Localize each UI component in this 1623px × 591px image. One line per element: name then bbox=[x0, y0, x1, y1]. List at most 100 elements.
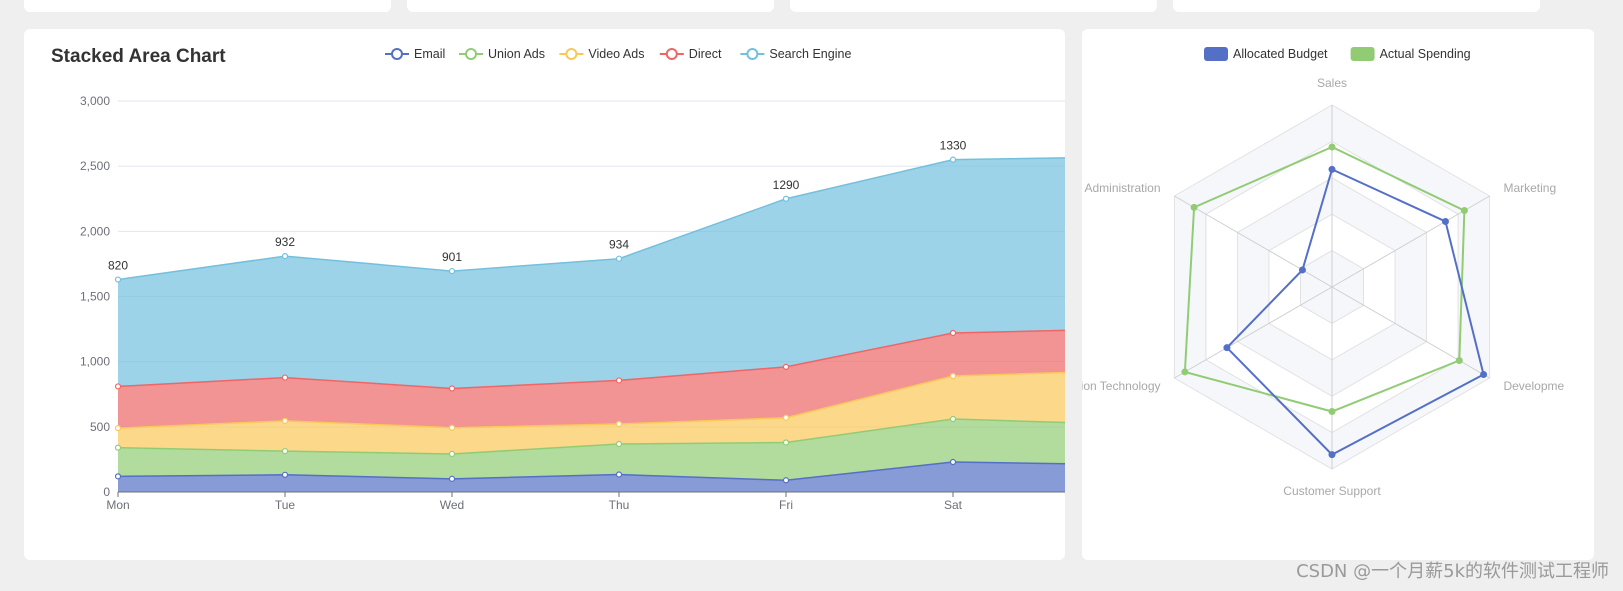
y-tick-label: 2,000 bbox=[80, 224, 110, 238]
point-direct bbox=[949, 329, 957, 337]
radar-point-actual-spending bbox=[1328, 143, 1336, 151]
radar-chart-card: Sales Marketing Developme Customer Support a… bbox=[1082, 29, 1594, 560]
legend-swatch bbox=[1350, 47, 1375, 61]
point-direct bbox=[281, 374, 289, 381]
radar-chart: Sales Marketing Developme Customer Support a… bbox=[1082, 47, 1564, 498]
legend-label: Direct bbox=[689, 47, 722, 61]
legend-swatch bbox=[1204, 47, 1228, 61]
x-tick-label: Sat bbox=[944, 498, 963, 512]
top-card-4 bbox=[1173, 0, 1540, 12]
x-tick-label: Tue bbox=[275, 498, 296, 512]
legend-label: Video Ads bbox=[588, 47, 644, 61]
top-card-2 bbox=[407, 0, 774, 12]
radar-indicator-label: ation Technology bbox=[1082, 379, 1161, 393]
radar-series-group bbox=[1181, 143, 1488, 459]
y-tick-label: 1,500 bbox=[80, 290, 110, 304]
legend-item-video-ads: Video Ads bbox=[559, 47, 644, 61]
point-video-ads bbox=[114, 425, 122, 432]
radar-indicator-label: Developme bbox=[1503, 379, 1564, 393]
radar-point-allocated-budget bbox=[1328, 165, 1336, 173]
x-tick-label: Thu bbox=[609, 498, 630, 512]
area-direct bbox=[118, 330, 1065, 429]
point-direct bbox=[615, 377, 623, 384]
area-union-ads bbox=[118, 419, 1065, 481]
point-email bbox=[782, 477, 790, 484]
chart-title: Stacked Area Chart bbox=[51, 46, 226, 67]
point-search-engine bbox=[949, 156, 957, 163]
legend-marker bbox=[665, 48, 678, 60]
axes: 0 500 1,000 1,500 2,000 2,500 3,000 Mon Tue Wed Th… bbox=[80, 94, 1065, 512]
area-video-ads bbox=[118, 372, 1065, 454]
stacked-area-chart: Stacked Area Chart 82093290193412901330 … bbox=[51, 46, 1065, 512]
radar-indicator-label: Customer Support bbox=[1283, 484, 1381, 498]
legend-marker bbox=[465, 48, 477, 60]
x-tick-label: Mon bbox=[106, 498, 129, 512]
point-email bbox=[615, 471, 623, 478]
point-email bbox=[281, 471, 289, 478]
radar-axis bbox=[1331, 286, 1490, 379]
legend-item-union-ads: Union Ads bbox=[459, 47, 545, 61]
point-video-ads bbox=[448, 424, 456, 431]
legend-item-actual-spending: Actual Spending bbox=[1350, 47, 1471, 61]
radar-point-actual-spending bbox=[1460, 207, 1468, 215]
legend-item-allocated-budget: Allocated Budget bbox=[1204, 47, 1328, 61]
point-email bbox=[949, 458, 957, 466]
radar-point-allocated-budget bbox=[1223, 344, 1231, 352]
point-search-engine bbox=[448, 267, 456, 275]
legend-label: Allocated Budget bbox=[1233, 47, 1328, 61]
watermark: CSDN @一个月薪5k的软件测试工程师 bbox=[1296, 561, 1609, 582]
point-union-ads bbox=[281, 447, 289, 455]
data-label: 934 bbox=[609, 238, 629, 252]
y-tick-label: 1,000 bbox=[80, 355, 110, 369]
top-card-3 bbox=[790, 0, 1157, 12]
legend-marker bbox=[565, 48, 578, 60]
point-email bbox=[448, 475, 456, 482]
area-search-engine bbox=[118, 157, 1065, 389]
radar-point-actual-spending bbox=[1190, 203, 1198, 211]
point-direct bbox=[448, 385, 456, 392]
legend-marker bbox=[746, 48, 759, 60]
radar-axis bbox=[1174, 195, 1333, 288]
legend-label: Actual Spending bbox=[1380, 47, 1471, 61]
point-video-ads bbox=[281, 417, 289, 424]
point-union-ads bbox=[448, 450, 456, 458]
point-video-ads bbox=[949, 372, 957, 380]
radar-point-allocated-budget bbox=[1480, 371, 1488, 378]
point-search-engine bbox=[114, 276, 122, 283]
radar-indicator-labels: Sales Marketing Developme Customer Support a… bbox=[1082, 76, 1564, 498]
radar-point-allocated-budget bbox=[1298, 266, 1306, 274]
legend-label: Search Engine bbox=[769, 47, 851, 61]
x-tick-label: Fri bbox=[779, 498, 793, 512]
radar-axis bbox=[1174, 286, 1333, 379]
y-tick-label: 2,500 bbox=[80, 159, 110, 173]
data-label: 820 bbox=[108, 259, 128, 273]
stacked-area-chart-card: Stacked Area Chart 820 932 901 934 1290 1330 … bbox=[24, 29, 1065, 560]
legend-label: Email bbox=[414, 47, 445, 61]
radar-indicator-label: Sales bbox=[1317, 76, 1347, 90]
radar-point-allocated-budget bbox=[1441, 217, 1449, 225]
point-union-ads bbox=[114, 444, 122, 451]
point-search-engine bbox=[782, 195, 790, 202]
x-tick-label: Wed bbox=[440, 498, 464, 512]
point-union-ads bbox=[615, 440, 623, 448]
area-email bbox=[118, 462, 1065, 492]
radar-point-actual-spending bbox=[1181, 368, 1189, 376]
top-card-1 bbox=[24, 0, 391, 12]
point-video-ads bbox=[615, 420, 623, 428]
point-union-ads bbox=[782, 439, 790, 446]
data-label: 1290 bbox=[773, 178, 800, 192]
point-union-ads bbox=[949, 415, 957, 423]
legend: Allocated Budget Actual Spending bbox=[1204, 47, 1471, 61]
radar-point-actual-spending bbox=[1328, 408, 1336, 416]
radar-indicator-label: Marketing bbox=[1503, 181, 1556, 195]
radar-indicator-label: Administration bbox=[1084, 181, 1160, 195]
legend-item-email: Email bbox=[385, 47, 445, 61]
point-direct bbox=[782, 363, 790, 370]
radar-point-allocated-budget bbox=[1328, 451, 1336, 459]
data-label: 1330 bbox=[940, 139, 967, 153]
legend: Email Union Ads Video Ads Direct Search Engi… bbox=[385, 47, 851, 61]
legend-item-direct: Direct bbox=[659, 47, 722, 61]
y-tick-label: 0 bbox=[103, 485, 110, 499]
data-label: 901 bbox=[442, 250, 462, 264]
point-search-engine bbox=[615, 255, 623, 262]
